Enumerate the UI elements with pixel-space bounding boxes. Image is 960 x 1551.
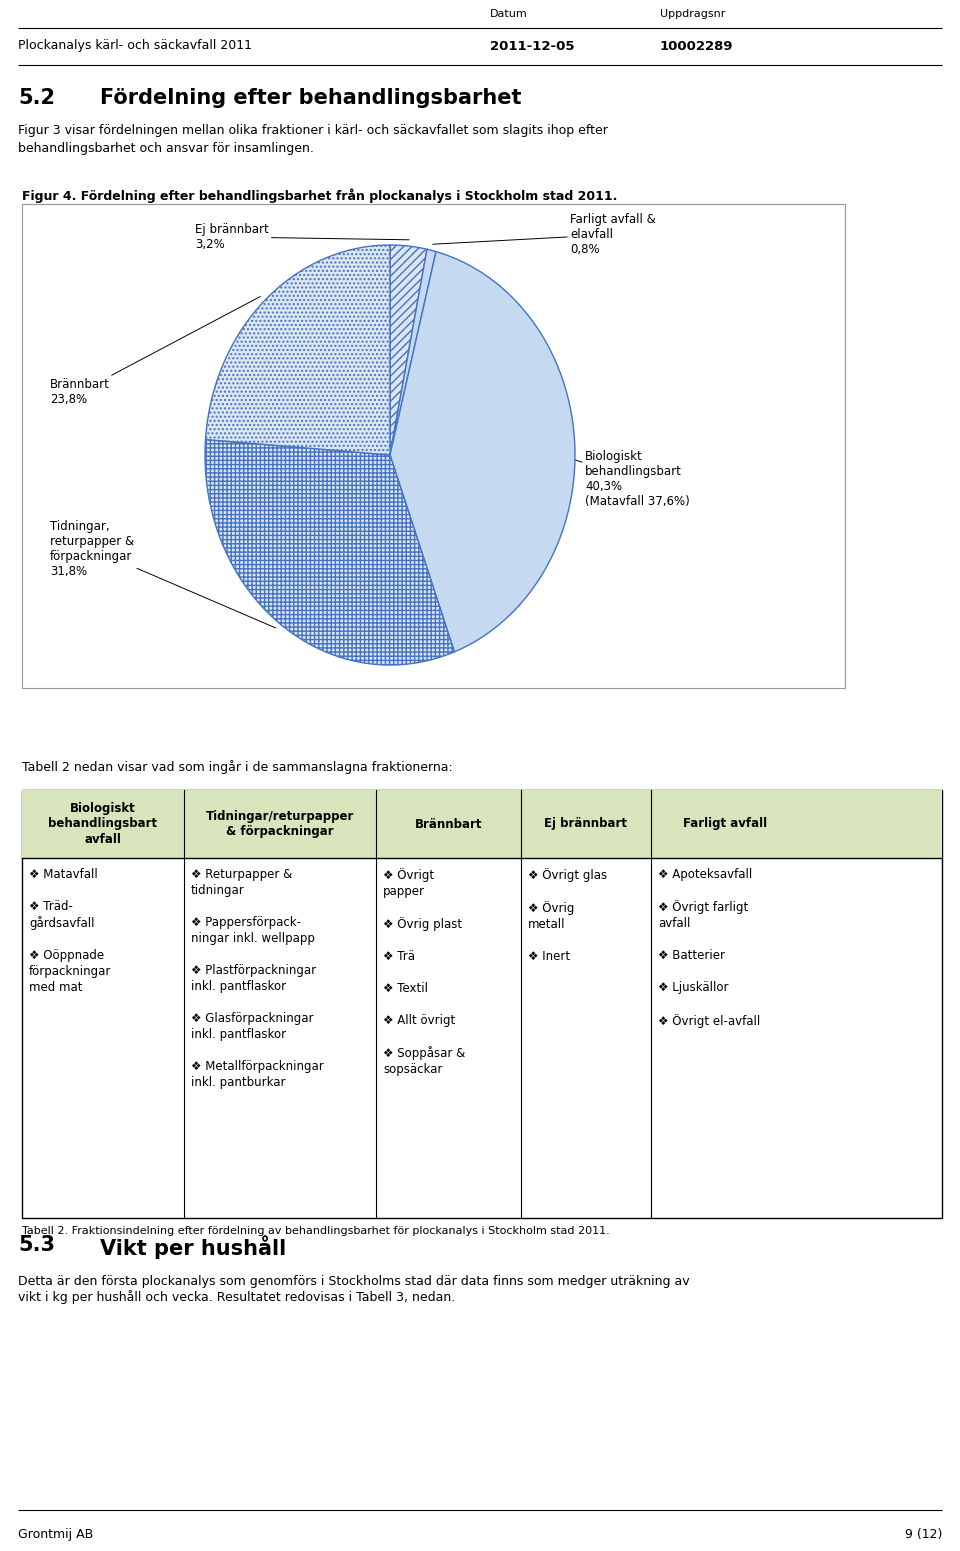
Text: Uppdragsnr: Uppdragsnr (660, 9, 726, 19)
Text: Ej brännbart
3,2%: Ej brännbart 3,2% (195, 223, 409, 251)
Polygon shape (205, 439, 454, 665)
Text: Grontmij AB: Grontmij AB (18, 1528, 93, 1542)
Text: Farligt avfall &
elavfall
0,8%: Farligt avfall & elavfall 0,8% (433, 212, 656, 256)
Text: Figur 4. Fördelning efter behandlingsbarhet från plockanalys i Stockholm stad 20: Figur 4. Fördelning efter behandlingsbar… (22, 188, 617, 203)
Text: Farligt avfall: Farligt avfall (683, 817, 767, 830)
Text: ❖ Matavfall

❖ Träd-
gårdsavfall

❖ Oöppnade
förpackningar
med mat: ❖ Matavfall ❖ Träd- gårdsavfall ❖ Oöppna… (29, 869, 111, 994)
Text: Vikt per hushåll: Vikt per hushåll (100, 1235, 286, 1259)
Bar (22, 789, 942, 858)
Text: 5.3: 5.3 (18, 1235, 55, 1255)
Bar (22, 205, 845, 689)
Text: 2011-12-05: 2011-12-05 (490, 39, 574, 53)
Polygon shape (390, 245, 427, 454)
Text: Tidningar,
returpapper &
förpackningar
31,8%: Tidningar, returpapper & förpackningar 3… (50, 520, 276, 628)
Polygon shape (390, 251, 575, 651)
Polygon shape (390, 250, 436, 454)
Text: 9 (12): 9 (12) (904, 1528, 942, 1542)
Text: ❖ Övrigt
papper

❖ Övrig plast

❖ Trä

❖ Textil

❖ Allt övrigt

❖ Soppåsar &
sop: ❖ Övrigt papper ❖ Övrig plast ❖ Trä ❖ Te… (383, 869, 466, 1076)
Text: Plockanalys kärl- och säckavfall 2011: Plockanalys kärl- och säckavfall 2011 (18, 39, 252, 53)
Text: Figur 3 visar fördelningen mellan olika fraktioner i kärl- och säckavfallet som : Figur 3 visar fördelningen mellan olika … (18, 124, 608, 136)
Text: Detta är den första plockanalys som genomförs i Stockholms stad där data finns s: Detta är den första plockanalys som geno… (18, 1275, 689, 1304)
Text: Tidningar/returpapper
& förpackningar: Tidningar/returpapper & förpackningar (205, 810, 354, 838)
Text: Tabell 2 nedan visar vad som ingår i de sammanslagna fraktionerna:: Tabell 2 nedan visar vad som ingår i de … (22, 760, 453, 774)
Text: Brännbart
23,8%: Brännbart 23,8% (50, 296, 260, 406)
Text: Biologiskt
behandlingsbart
40,3%
(Matavfall 37,6%): Biologiskt behandlingsbart 40,3% (Matavf… (533, 447, 689, 509)
Text: Biologiskt
behandlingsbart
avfall: Biologiskt behandlingsbart avfall (48, 802, 157, 845)
Text: ❖ Apoteksavfall

❖ Övrigt farligt
avfall

❖ Batterier

❖ Ljuskällor

❖ Övrigt el: ❖ Apoteksavfall ❖ Övrigt farligt avfall … (658, 869, 760, 1027)
Text: ❖ Returpapper &
tidningar

❖ Pappersförpack-
ningar inkl. wellpapp

❖ Plastförpa: ❖ Returpapper & tidningar ❖ Pappersförpa… (191, 869, 324, 1089)
Text: Datum: Datum (490, 9, 528, 19)
Bar (22, 789, 942, 1218)
Polygon shape (205, 245, 390, 454)
Text: behandlingsbarhet och ansvar för insamlingen.: behandlingsbarhet och ansvar för insamli… (18, 143, 314, 155)
Text: 10002289: 10002289 (660, 39, 733, 53)
Text: Brännbart: Brännbart (415, 817, 482, 830)
Text: 5.2: 5.2 (18, 88, 55, 109)
Text: Tabell 2. Fraktionsindelning efter fördelning av behandlingsbarhet för plockanal: Tabell 2. Fraktionsindelning efter förde… (22, 1225, 610, 1236)
Text: Fördelning efter behandlingsbarhet: Fördelning efter behandlingsbarhet (100, 88, 521, 109)
Text: ❖ Övrigt glas

❖ Övrig
metall

❖ Inert: ❖ Övrigt glas ❖ Övrig metall ❖ Inert (528, 869, 607, 963)
Text: Ej brännbart: Ej brännbart (544, 817, 628, 830)
